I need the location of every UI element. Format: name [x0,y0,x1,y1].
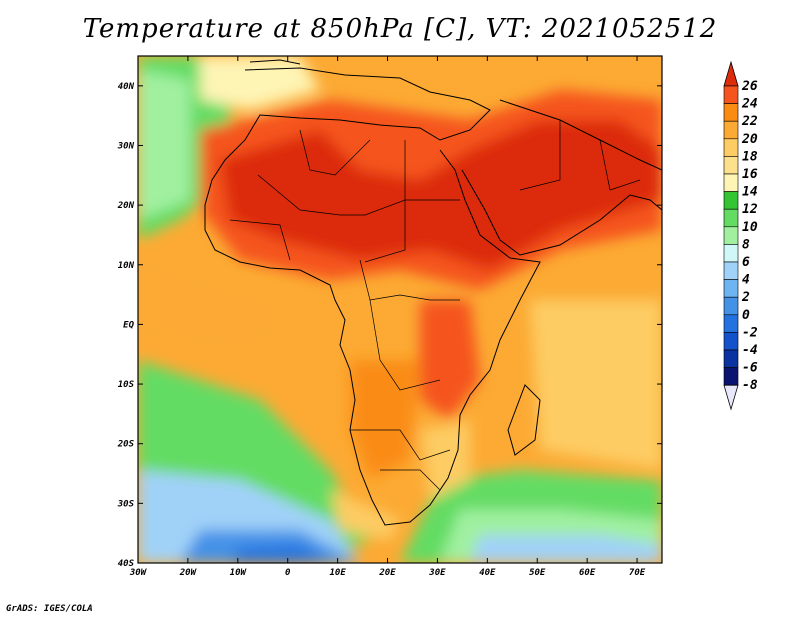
colorbar-segment [723,85,739,104]
colorbar-label: 20 [741,132,758,147]
credit-label: GrADS: IGES/COLA [6,604,93,614]
colorbar-label: 0 [742,308,750,323]
lon-label: 20W [179,568,198,578]
lon-label: 0 [285,568,291,578]
colorbar-segment [723,208,739,228]
lat-label: 40S [118,559,135,569]
colorbar-label: 4 [742,273,750,288]
colorbar-segment [723,349,739,368]
colorbar-label: 2 [741,290,750,305]
colorbar-label: 12 [742,202,758,217]
colorbar-label: -2 [742,325,758,340]
temperature-field [138,56,662,563]
colorbar-segment [723,120,739,140]
lon-label: 30W [129,568,148,578]
colorbar-label: 18 [742,149,758,164]
colorbar-label: 16 [742,167,758,182]
lat-label: 20S [117,440,135,450]
country-borders [229,120,641,491]
colorbar-segment [723,314,739,333]
colorbar-segment [723,296,739,316]
latitude-axis: 40N 30N 20N 10N EQ 10S 20S 30S 40S [117,82,662,569]
colorbar-segment [723,261,739,280]
lon-label: 30E [428,568,446,578]
lon-label: 10E [329,568,346,578]
colorbar-label: 10 [742,220,758,235]
colorbar-label: 8 [742,237,750,252]
lat-label: 10N [118,261,135,271]
colorbar-segment [723,173,739,192]
lat-label: 40N [118,82,135,92]
lat-label: EQ [123,320,134,330]
colorbar-label: 22 [741,114,758,129]
lon-label: 60E [579,568,596,578]
colorbar-label: -8 [742,378,758,393]
colorbar-bottom-arrow [723,384,739,411]
lon-label: 50E [529,568,546,578]
lon-label: 40E [479,568,496,578]
lat-label: 20N [117,201,135,211]
colorbar-label: 26 [741,79,758,94]
colorbar-segment [723,138,739,157]
colorbar-segment [723,279,739,298]
lon-label: 20E [378,568,396,578]
colorbar-segment [723,244,739,263]
map-title: Temperature at 850hPa [C], VT: 202105251… [82,14,718,44]
colorbar-segment [723,226,739,245]
colorbar-label: 24 [741,97,758,112]
colorbar-top-arrow [723,60,739,87]
colorbar-segment [723,103,739,122]
lon-label: 10W [230,568,248,578]
colorbar-segment [723,191,739,210]
colorbar-segment [723,332,739,351]
colorbar-label: 14 [742,185,758,200]
lat-label: 10S [118,380,135,390]
lat-label: 30S [117,499,135,509]
map-frame [137,55,663,564]
lat-label: 30N [117,141,135,151]
lon-label: 70E [629,568,646,578]
longitude-axis: 30W 20W 10W 0 10E 20E 30E 40E 50E 60E 70E [129,56,646,578]
colorbar-label: -4 [742,343,758,358]
colorbar-segment [723,156,739,175]
colorbar-segment [723,367,739,386]
colorbar-label: -6 [742,361,758,376]
colorbar-label: 6 [742,255,750,270]
